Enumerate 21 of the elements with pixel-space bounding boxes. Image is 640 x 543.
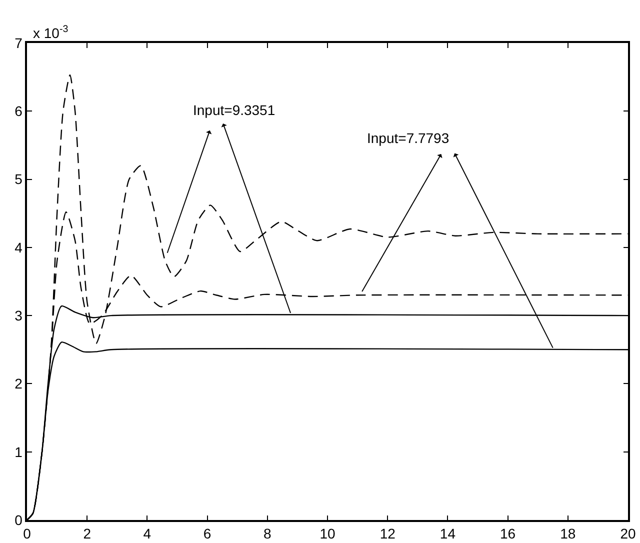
x-tick-label: 16 — [500, 526, 516, 542]
x-tick-label: 18 — [560, 526, 576, 542]
annotation: Input=7.7793 — [367, 130, 450, 146]
y-tick-label: 1 — [14, 444, 23, 460]
x-tick-label: 4 — [143, 526, 152, 542]
x-tick-label: 8 — [264, 526, 272, 542]
x-tick-label: 12 — [380, 526, 396, 542]
y-tick-label: 5 — [14, 171, 23, 188]
x-tick-label: 2 — [83, 526, 92, 542]
y-tick-label: 0 — [14, 512, 23, 528]
y-tick-label: 4 — [14, 239, 23, 256]
y-tick-label: 6 — [14, 103, 23, 120]
x-tick-label: 14 — [440, 526, 456, 542]
x-tick-label: 20 — [620, 526, 636, 542]
x-tick-label: 10 — [320, 526, 336, 542]
x-tick-label: 6 — [203, 526, 212, 542]
y-tick-label: 3 — [14, 307, 23, 324]
annotation: Input=9.3351 — [193, 102, 276, 118]
y-tick-label: 2 — [14, 376, 23, 392]
text: x 10$^{-3}$ — [33, 24, 69, 41]
y-tick-label: 7 — [14, 34, 23, 51]
